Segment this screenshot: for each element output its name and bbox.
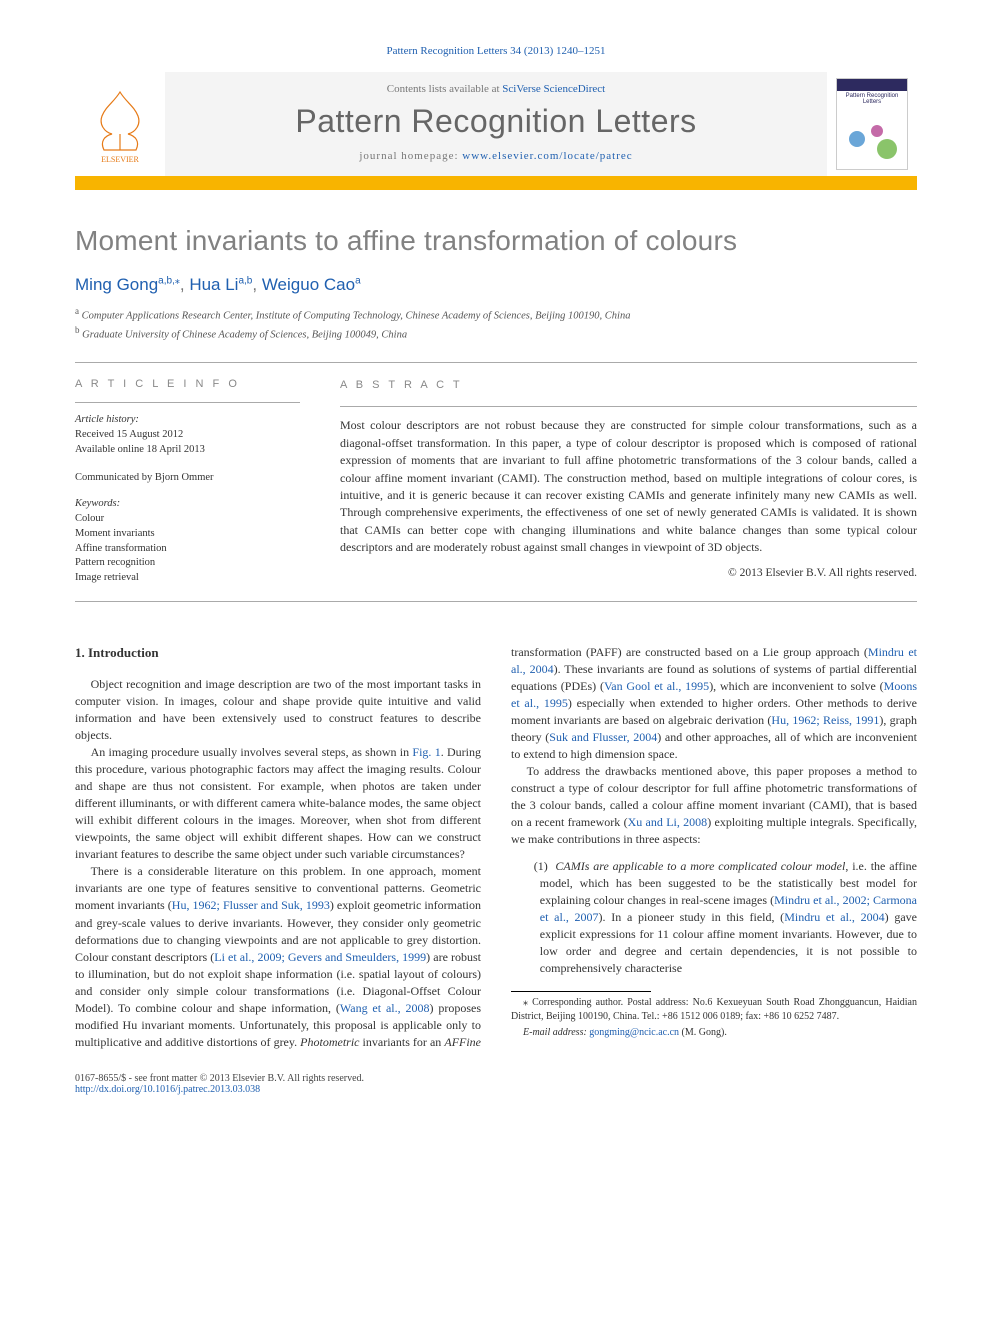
contents-prefix: Contents lists available at xyxy=(387,83,502,95)
doi-link[interactable]: http://dx.doi.org/10.1016/j.patrec.2013.… xyxy=(75,1084,260,1095)
keywords-label: Keywords: xyxy=(75,497,300,512)
author-1-aff: a,b,⁎ xyxy=(158,275,180,286)
article-title: Moment invariants to affine transformati… xyxy=(75,225,917,257)
journal-homepage: journal homepage: www.elsevier.com/locat… xyxy=(165,150,827,162)
email-note: E-mail address: gongming@ncic.ac.cn (M. … xyxy=(511,1026,917,1040)
keyword: Affine transformation xyxy=(75,543,167,554)
footnote-block: ⁎ Corresponding author. Postal address: … xyxy=(511,991,917,1040)
body-columns: 1. Introduction Object recognition and i… xyxy=(75,644,917,1051)
elsevier-tree-logo: ELSEVIER xyxy=(84,84,156,164)
info-rule xyxy=(75,402,300,403)
abstract-rule xyxy=(340,406,917,407)
ref-link[interactable]: Xu and Li, 2008 xyxy=(628,815,708,829)
history-label: Article history: xyxy=(75,414,139,425)
svg-text:ELSEVIER: ELSEVIER xyxy=(101,155,139,164)
page-footer: 0167-8655/$ - see front matter © 2013 El… xyxy=(75,1073,917,1095)
article-history: Article history: Received 15 August 2012… xyxy=(75,413,300,457)
author-1[interactable]: Ming Gong xyxy=(75,275,158,294)
front-matter-line: 0167-8655/$ - see front matter © 2013 El… xyxy=(75,1073,364,1084)
keywords-block: Keywords: Colour Moment invariants Affin… xyxy=(75,497,300,586)
abstract-block: A B S T R A C T Most colour descriptors … xyxy=(315,363,917,600)
header-middle: Contents lists available at SciVerse Sci… xyxy=(165,72,827,176)
homepage-label: journal homepage: xyxy=(359,150,462,162)
article-info-heading: A R T I C L E I N F O xyxy=(75,378,300,390)
emph: Photometric xyxy=(300,1035,359,1049)
sciencedirect-link[interactable]: SciVerse ScienceDirect xyxy=(502,83,605,95)
cover-title: Pattern Recognition Letters xyxy=(837,93,907,105)
article-meta-row: A R T I C L E I N F O Article history: R… xyxy=(75,362,917,601)
corresponding-author-note: ⁎ Corresponding author. Postal address: … xyxy=(511,996,917,1023)
article-info: A R T I C L E I N F O Article history: R… xyxy=(75,363,315,600)
journal-header: ELSEVIER Contents lists available at Sci… xyxy=(75,72,917,176)
emph: CAMIs are applicable to a more complicat… xyxy=(555,859,845,873)
list-number: (1) xyxy=(518,858,548,875)
abstract-text: Most colour descriptors are not robust b… xyxy=(340,417,917,556)
affiliation-a: a Computer Applications Research Center,… xyxy=(75,305,917,324)
homepage-link[interactable]: www.elsevier.com/locate/patrec xyxy=(462,150,632,162)
accent-bar xyxy=(75,176,917,190)
copyright-line: © 2013 Elsevier B.V. All rights reserved… xyxy=(340,565,917,582)
keyword: Image retrieval xyxy=(75,572,139,583)
ref-link[interactable]: Suk and Flusser, 2004 xyxy=(549,730,657,744)
affiliations: a Computer Applications Research Center,… xyxy=(75,305,917,342)
journal-cover-thumb: Pattern Recognition Letters xyxy=(836,78,908,170)
para-1: Object recognition and image description… xyxy=(75,676,481,744)
para-4: To address the drawbacks mentioned above… xyxy=(511,763,917,848)
keyword: Pattern recognition xyxy=(75,557,155,568)
author-2[interactable]: Hua Li xyxy=(189,275,238,294)
publisher-logo-cell: ELSEVIER xyxy=(75,72,165,176)
ref-link[interactable]: Li et al., 2009; Gevers and Smeulders, 1… xyxy=(214,950,426,964)
ref-link[interactable]: Mindru et al., 2004 xyxy=(784,910,884,924)
cover-stripe xyxy=(837,79,907,91)
author-2-aff: a,b xyxy=(238,275,252,286)
affiliation-b: b Graduate University of Chinese Academy… xyxy=(75,324,917,343)
author-3[interactable]: Weiguo Cao xyxy=(262,275,355,294)
para-2: An imaging procedure usually involves se… xyxy=(75,744,481,863)
keyword: Moment invariants xyxy=(75,528,155,539)
citation-link[interactable]: Pattern Recognition Letters 34 (2013) 12… xyxy=(386,45,605,57)
footnote-rule xyxy=(511,991,651,992)
ref-link[interactable]: Hu, 1962; Flusser and Suk, 1993 xyxy=(172,898,330,912)
keyword: Colour xyxy=(75,513,104,524)
ref-link[interactable]: Hu, 1962; Reiss, 1991 xyxy=(771,713,879,727)
received-date: Received 15 August 2012 xyxy=(75,429,183,440)
author-email-link[interactable]: gongming@ncic.ac.cn xyxy=(589,1027,679,1038)
fig-1-link[interactable]: Fig. 1 xyxy=(412,745,440,759)
running-head: Pattern Recognition Letters 34 (2013) 12… xyxy=(75,45,917,57)
page: Pattern Recognition Letters 34 (2013) 12… xyxy=(0,0,992,1135)
footer-left: 0167-8655/$ - see front matter © 2013 El… xyxy=(75,1073,364,1095)
authors-line: Ming Gonga,b,⁎, Hua Lia,b, Weiguo Caoa xyxy=(75,275,917,295)
journal-name: Pattern Recognition Letters xyxy=(165,103,827,140)
ref-link[interactable]: Van Gool et al., 1995 xyxy=(604,679,709,693)
corr-marker[interactable]: ⁎ xyxy=(175,275,180,286)
list-item-1: (1) CAMIs are applicable to a more compl… xyxy=(511,858,917,977)
ref-link[interactable]: Wang et al., 2008 xyxy=(340,1001,430,1015)
author-3-aff: a xyxy=(355,275,361,286)
emph: AFFine xyxy=(444,1035,481,1049)
cover-art-icon xyxy=(837,109,907,169)
section-1-heading: 1. Introduction xyxy=(75,644,481,662)
contents-available: Contents lists available at SciVerse Sci… xyxy=(165,83,827,95)
communicated-by: Communicated by Bjorn Ommer xyxy=(75,472,300,483)
abstract-heading: A B S T R A C T xyxy=(340,378,917,394)
available-date: Available online 18 April 2013 xyxy=(75,444,205,455)
cover-cell: Pattern Recognition Letters xyxy=(827,72,917,176)
